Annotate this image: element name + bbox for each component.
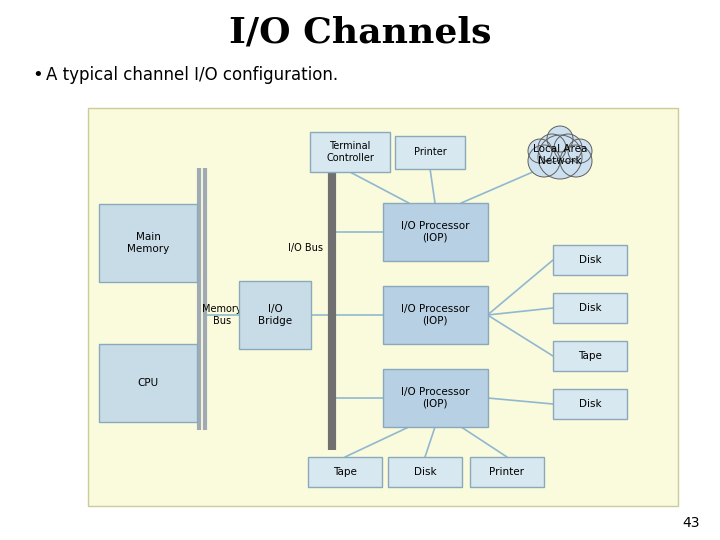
Text: Printer: Printer [490,467,524,477]
FancyBboxPatch shape [388,457,462,487]
Text: I/O
Bridge: I/O Bridge [258,304,292,326]
Text: Tape: Tape [333,467,357,477]
Circle shape [568,139,592,163]
Circle shape [528,145,560,177]
Text: CPU: CPU [138,378,158,388]
Text: •: • [32,66,42,84]
Circle shape [528,139,552,163]
FancyBboxPatch shape [382,286,487,344]
Circle shape [538,134,566,162]
FancyBboxPatch shape [239,281,311,349]
FancyBboxPatch shape [553,245,627,275]
Circle shape [538,135,582,179]
Text: Memory
Bus: Memory Bus [202,304,242,326]
Text: I/O Channels: I/O Channels [229,15,491,49]
Text: Tape: Tape [578,351,602,361]
FancyBboxPatch shape [99,344,197,422]
Text: Printer: Printer [413,147,446,157]
Text: Local Area
Network: Local Area Network [533,144,588,166]
FancyBboxPatch shape [553,341,627,371]
Text: I/O Processor
(IOP): I/O Processor (IOP) [401,221,469,243]
Text: Main
Memory: Main Memory [127,232,169,254]
FancyBboxPatch shape [470,457,544,487]
Text: Disk: Disk [579,303,601,313]
FancyBboxPatch shape [553,389,627,419]
Text: I/O Processor
(IOP): I/O Processor (IOP) [401,304,469,326]
FancyBboxPatch shape [310,132,390,172]
FancyBboxPatch shape [308,457,382,487]
Circle shape [547,126,573,152]
FancyBboxPatch shape [553,293,627,323]
Text: I/O Processor
(IOP): I/O Processor (IOP) [401,387,469,409]
Text: I/O Bus: I/O Bus [287,243,323,253]
Text: 43: 43 [683,516,700,530]
Circle shape [560,145,592,177]
FancyBboxPatch shape [88,108,678,506]
Text: Terminal
Controller: Terminal Controller [326,141,374,163]
FancyBboxPatch shape [382,369,487,427]
Text: Disk: Disk [414,467,436,477]
Text: Disk: Disk [579,399,601,409]
Circle shape [554,134,582,162]
Text: Disk: Disk [579,255,601,265]
FancyBboxPatch shape [382,203,487,261]
FancyBboxPatch shape [395,136,465,168]
FancyBboxPatch shape [99,204,197,282]
Text: A typical channel I/O configuration.: A typical channel I/O configuration. [46,66,338,84]
